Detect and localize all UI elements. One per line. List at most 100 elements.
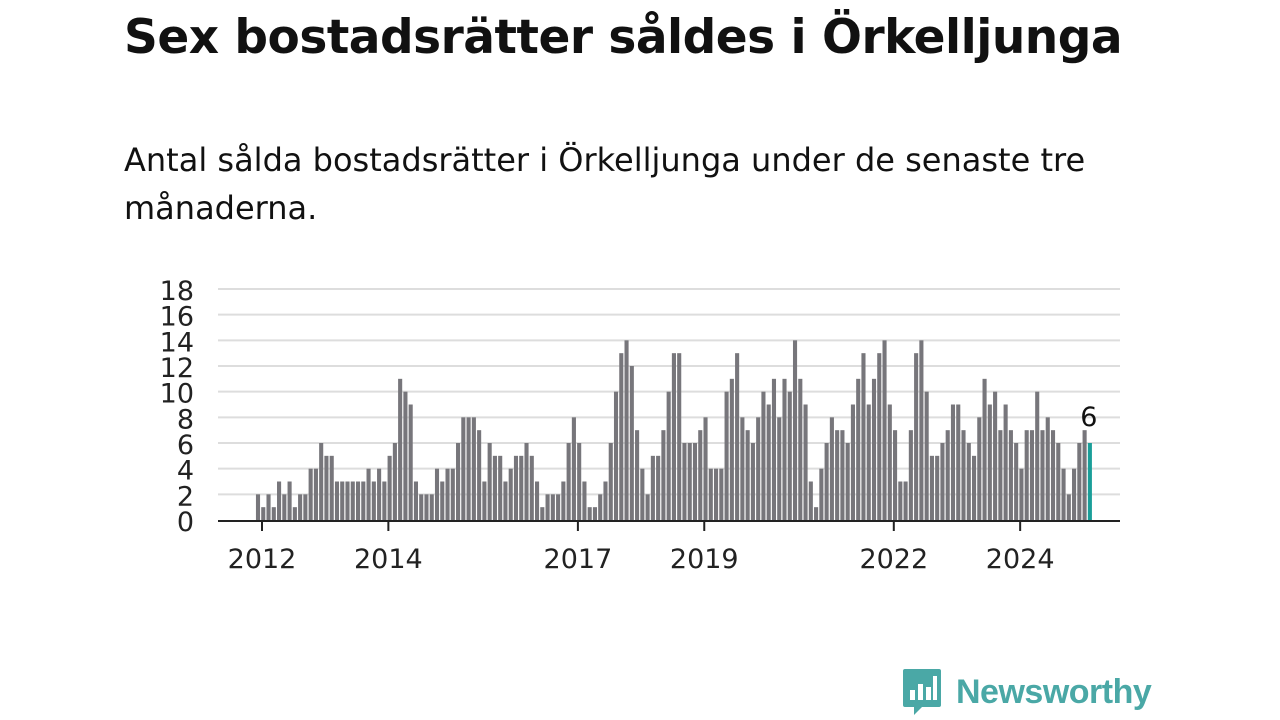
bar — [814, 507, 819, 520]
bar — [824, 443, 829, 520]
bar — [929, 455, 934, 520]
bar — [1029, 430, 1034, 520]
bar — [450, 468, 455, 520]
bar — [355, 481, 361, 520]
chart-title: Sex bostadsrätter såldes i Örkelljunga — [124, 10, 1123, 65]
bar — [545, 494, 550, 520]
bar — [334, 481, 340, 520]
bar — [645, 494, 650, 520]
bar — [434, 468, 440, 520]
x-tick-label: 2012 — [228, 544, 297, 575]
bar — [840, 430, 845, 520]
bar — [987, 404, 992, 520]
bar — [571, 417, 576, 520]
bar — [513, 455, 519, 520]
bar — [803, 404, 808, 520]
bar — [935, 455, 940, 520]
bar — [408, 404, 413, 520]
bar — [687, 443, 692, 520]
bar — [745, 430, 750, 520]
bar — [519, 455, 524, 520]
bar — [1050, 430, 1056, 520]
bar — [619, 353, 624, 520]
bar — [429, 494, 434, 520]
bar — [692, 443, 698, 520]
bar — [313, 468, 318, 520]
y-tick-label: 18 — [160, 276, 194, 307]
bar — [1066, 494, 1071, 520]
bar — [782, 378, 787, 520]
x-tick-label: 2022 — [859, 544, 928, 575]
last-value-label: 6 — [1080, 402, 1097, 433]
bar — [592, 507, 598, 520]
bar — [771, 378, 777, 520]
bar — [950, 404, 956, 520]
bar — [977, 417, 982, 520]
bar — [914, 353, 919, 520]
bar — [582, 481, 587, 520]
bar — [871, 378, 877, 520]
bar — [993, 391, 998, 520]
bar — [1061, 468, 1066, 520]
bar — [1077, 443, 1082, 520]
bar — [608, 443, 613, 520]
bar — [282, 494, 287, 520]
bar — [629, 366, 634, 520]
bar — [598, 494, 603, 520]
bar — [766, 404, 771, 520]
newsworthy-icon — [903, 669, 941, 715]
bar — [340, 481, 345, 520]
bar — [424, 494, 429, 520]
bar — [482, 481, 487, 520]
bar — [445, 468, 450, 520]
bar — [714, 468, 719, 520]
bar — [524, 443, 529, 520]
bar — [829, 417, 834, 520]
y-tick-label: 6 — [177, 430, 194, 461]
bar — [587, 507, 592, 520]
y-tick-label: 16 — [160, 302, 194, 333]
bar — [271, 507, 276, 520]
bar — [1040, 430, 1045, 520]
bar — [882, 340, 887, 520]
y-tick-label: 10 — [160, 379, 194, 410]
bar — [729, 378, 734, 520]
bar — [492, 455, 497, 520]
bar — [508, 468, 513, 520]
y-tick-label: 4 — [177, 456, 194, 487]
bar — [887, 404, 892, 520]
bar — [956, 404, 961, 520]
bar — [503, 481, 508, 520]
bar — [740, 417, 745, 520]
bar — [324, 455, 329, 520]
bar — [877, 353, 882, 520]
bar — [703, 417, 708, 520]
bar — [724, 391, 729, 520]
bar — [835, 430, 840, 520]
bar — [613, 391, 619, 520]
y-tick-label: 12 — [160, 353, 194, 384]
brand-name: Newsworthy — [956, 672, 1152, 711]
bar — [635, 430, 640, 520]
bar — [761, 391, 766, 520]
bar — [898, 481, 903, 520]
bar — [577, 443, 582, 520]
newsworthy-logo[interactable]: Newsworthy — [902, 668, 1152, 716]
bar — [550, 494, 555, 520]
bar — [971, 455, 977, 520]
chart-subtitle: Antal sålda bostadsrätter i Örkelljunga … — [124, 141, 1086, 227]
bar — [466, 417, 471, 520]
bar — [350, 481, 355, 520]
bar — [1019, 468, 1024, 520]
bar — [945, 430, 950, 520]
bar — [750, 443, 755, 520]
bar — [529, 455, 534, 520]
bar — [1003, 404, 1008, 520]
bar — [650, 455, 655, 520]
y-tick-label: 8 — [177, 404, 194, 435]
bar — [382, 481, 387, 520]
bar — [398, 378, 403, 520]
bar — [287, 481, 292, 520]
bar — [998, 430, 1003, 520]
bar — [671, 353, 676, 520]
